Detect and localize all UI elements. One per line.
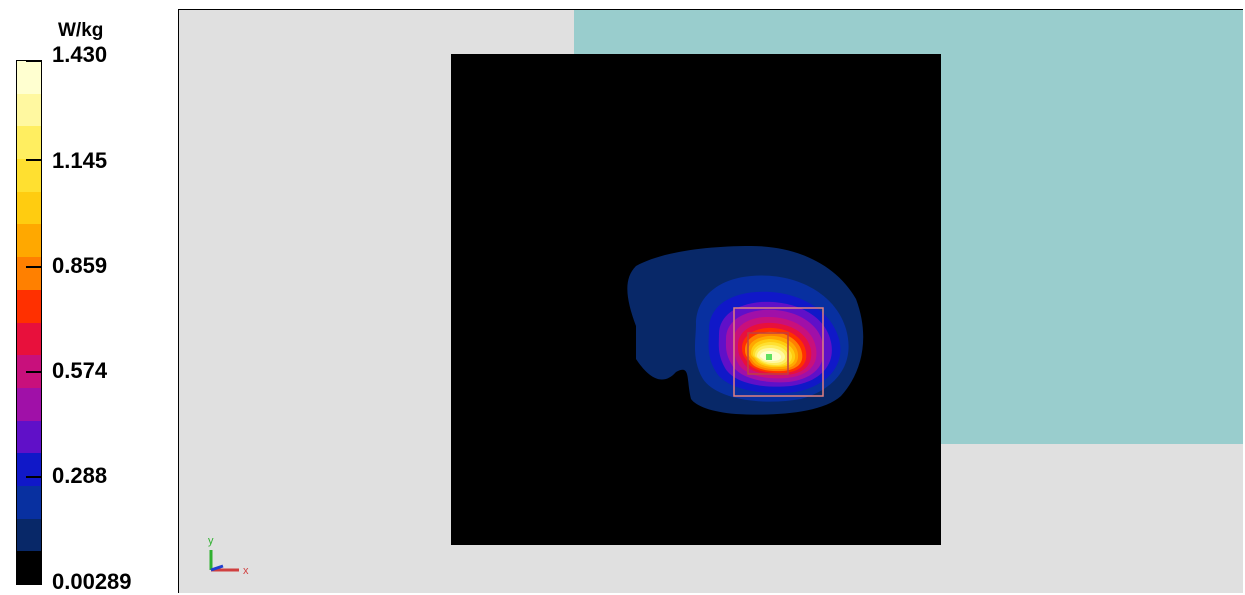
tick-mark-0859 xyxy=(26,266,42,268)
scan-area xyxy=(451,54,941,545)
colorbar-band-1 xyxy=(17,93,41,127)
colorbar-band-15 xyxy=(17,551,41,584)
colorbar-band-6 xyxy=(17,257,41,290)
colorbar-band-12 xyxy=(17,453,41,486)
colorbar-band-7 xyxy=(17,289,41,323)
colorbar-band-10 xyxy=(17,387,41,421)
tick-label-1145: 1.145 xyxy=(52,148,108,173)
tick-label-min: 0.00289 xyxy=(52,569,132,594)
legend-unit: W/kg xyxy=(58,20,104,41)
sar-heatmap xyxy=(627,246,864,415)
colorbar-band-11 xyxy=(17,420,41,454)
colorbar-band-13 xyxy=(17,485,41,519)
viewport[interactable]: y x xyxy=(178,9,1243,593)
tick-label-max: 1.430 xyxy=(52,42,108,67)
colorbar-band-5 xyxy=(17,224,41,258)
tick-mark-1145 xyxy=(26,159,42,161)
colorbar-band-2 xyxy=(17,126,41,160)
colorbar-band-4 xyxy=(17,191,41,225)
zoom-scan-box xyxy=(747,332,789,375)
axis-y-label: y xyxy=(208,535,214,547)
colorbar-band-14 xyxy=(17,518,41,552)
tick-mark-0574 xyxy=(26,371,42,373)
axes-triad-icon: y x xyxy=(208,535,249,577)
tick-label-0859: 0.859 xyxy=(52,253,108,278)
tick-label-0288: 0.288 xyxy=(52,463,108,488)
tick-label-0574: 0.574 xyxy=(52,358,108,383)
axis-x-label: x xyxy=(243,565,249,577)
colorbar-band-3 xyxy=(17,159,41,192)
colorbar xyxy=(16,60,42,585)
tick-mark-0288 xyxy=(26,476,42,478)
peak-marker xyxy=(766,354,772,360)
colorbar-band-0 xyxy=(17,61,41,94)
colorbar-band-8 xyxy=(17,322,41,356)
area-scan-box xyxy=(733,307,824,397)
tick-mark-max xyxy=(26,60,42,62)
